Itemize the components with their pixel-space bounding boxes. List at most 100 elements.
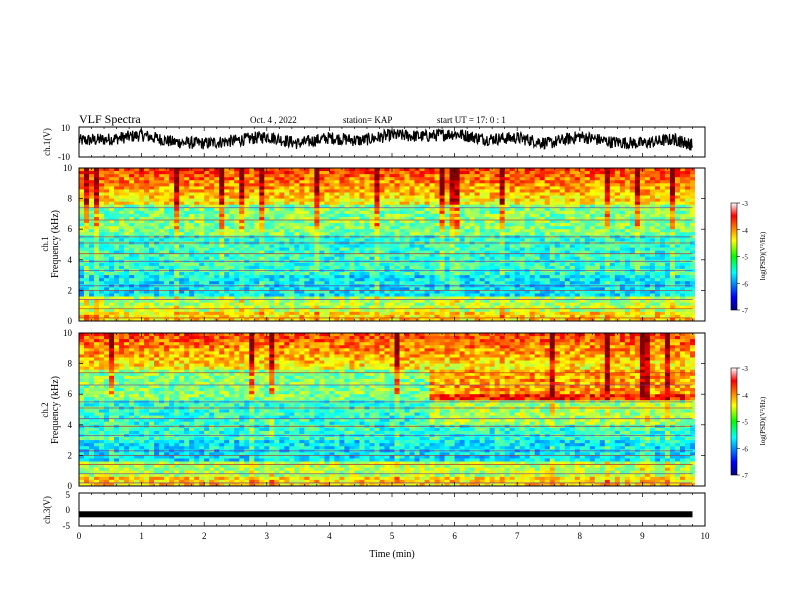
spectrogram-cell [434,317,441,321]
spectrogram-cell [89,272,95,276]
spectrogram-cell [444,311,451,316]
spectrogram-cell [459,278,466,282]
spectrogram-cell [314,275,320,279]
spectrogram-cell [509,244,516,249]
spectrogram-cell [204,174,210,178]
spectrogram-cell [214,180,220,184]
spectrogram-cell [504,293,511,298]
spectrogram-cell [494,180,501,184]
spectrogram-cell [414,265,421,270]
spectrogram-cell [389,183,396,187]
spectrogram-cell [339,204,346,209]
spectrogram-cell [269,299,275,304]
spectrogram-cell [249,229,255,233]
spectrogram-cell [324,250,330,255]
spectrogram-cell [239,216,245,221]
spectrogram-cell [464,262,471,267]
spectrogram-cell [544,311,551,316]
spectrogram-cell [409,253,416,258]
spectrogram-cell [414,290,421,295]
spectrogram-cell [549,250,556,255]
spectrogram-cell [484,293,491,298]
spectrogram-cell [174,290,180,295]
spectrogram-cell [219,299,225,304]
spectrogram-cell [334,247,341,252]
spectrogram-cell [454,223,461,227]
spectrogram-cell [414,253,421,258]
spectrogram-cell [324,177,330,181]
spectrogram-cell [489,314,496,319]
spectrogram-cell [314,293,320,298]
spectrogram-cell [239,262,245,267]
spectrogram-cell [494,290,501,295]
spectrogram-cell [489,272,496,276]
spectrogram-cell [134,189,140,194]
spectrogram-cell [469,229,476,233]
spectrogram-cell [214,204,220,209]
spectrogram-cell [444,238,451,243]
spectrogram-cell [229,262,235,267]
spectrogram-cell [394,302,401,307]
spectrogram-cell [504,229,511,233]
spectrogram-cell [399,275,406,279]
spectrogram-cell [449,238,456,243]
spectrogram-cell [249,302,255,307]
spectrogram-cell [544,189,551,194]
spectrogram-cell [384,168,391,172]
spectrogram-cell [344,253,351,258]
spectrogram-cell [79,250,85,255]
spectrogram-cell [534,275,541,279]
spectrogram-cell [359,262,366,267]
spectrogram-cell [379,275,386,279]
spectrogram-cell [464,195,471,200]
spectrogram-cell [204,299,210,304]
spectrogram-cell [289,272,295,276]
spectrogram-cell [189,220,195,224]
spectrogram-cell [289,305,295,310]
spectrogram-cell [289,232,295,236]
spectrogram-cell [464,238,471,243]
spectrogram-cell [284,250,290,255]
spectrogram-cell [189,250,195,255]
spectrogram-cell [224,216,230,221]
spectrogram-cell [494,192,501,197]
spectrogram-cell [434,213,441,218]
spectrogram-cell [384,296,391,301]
spectrogram-cell [244,272,250,276]
spectrogram-cell [444,296,451,301]
spectrogram-cell [204,314,210,319]
spectrogram-cell [369,275,376,279]
spectrogram-cell [279,201,285,206]
spectrogram-cell [359,232,366,236]
spectrogram-cell [379,210,386,215]
spectrogram-cell [454,213,461,218]
spectrogram-cell [379,290,386,295]
spectrogram-cell [444,299,451,304]
spectrogram-cell [414,278,421,282]
spectrogram-cell [354,223,361,227]
spectrogram-cell [479,293,486,298]
spectrogram-cell [154,247,160,252]
spectrogram-cell [104,302,110,307]
spectrogram-cell [334,180,341,184]
spectrogram-cell [444,250,451,255]
spectrogram-cell [104,290,110,295]
spectrogram-cell [394,229,401,233]
spectrogram-cell [239,308,245,313]
spectrogram-cell [179,201,185,206]
spectrogram-cell [544,229,551,233]
spectrogram-cell [254,226,260,230]
spectrogram-cell [214,207,220,212]
spectrogram-cell [174,186,180,191]
spectrogram-cell [254,308,260,313]
spectrogram-cell [354,314,361,319]
spectrogram-cell [269,168,275,172]
spectrogram-cell [104,204,110,209]
spectrogram-cell [124,281,130,285]
spectrogram-cell [379,171,386,175]
spectrogram-cell [269,238,275,243]
spectrogram-cell [109,256,115,261]
spectrogram-cell [374,171,381,175]
spectrogram-cell [359,207,366,212]
spectrogram-cell [124,207,130,212]
